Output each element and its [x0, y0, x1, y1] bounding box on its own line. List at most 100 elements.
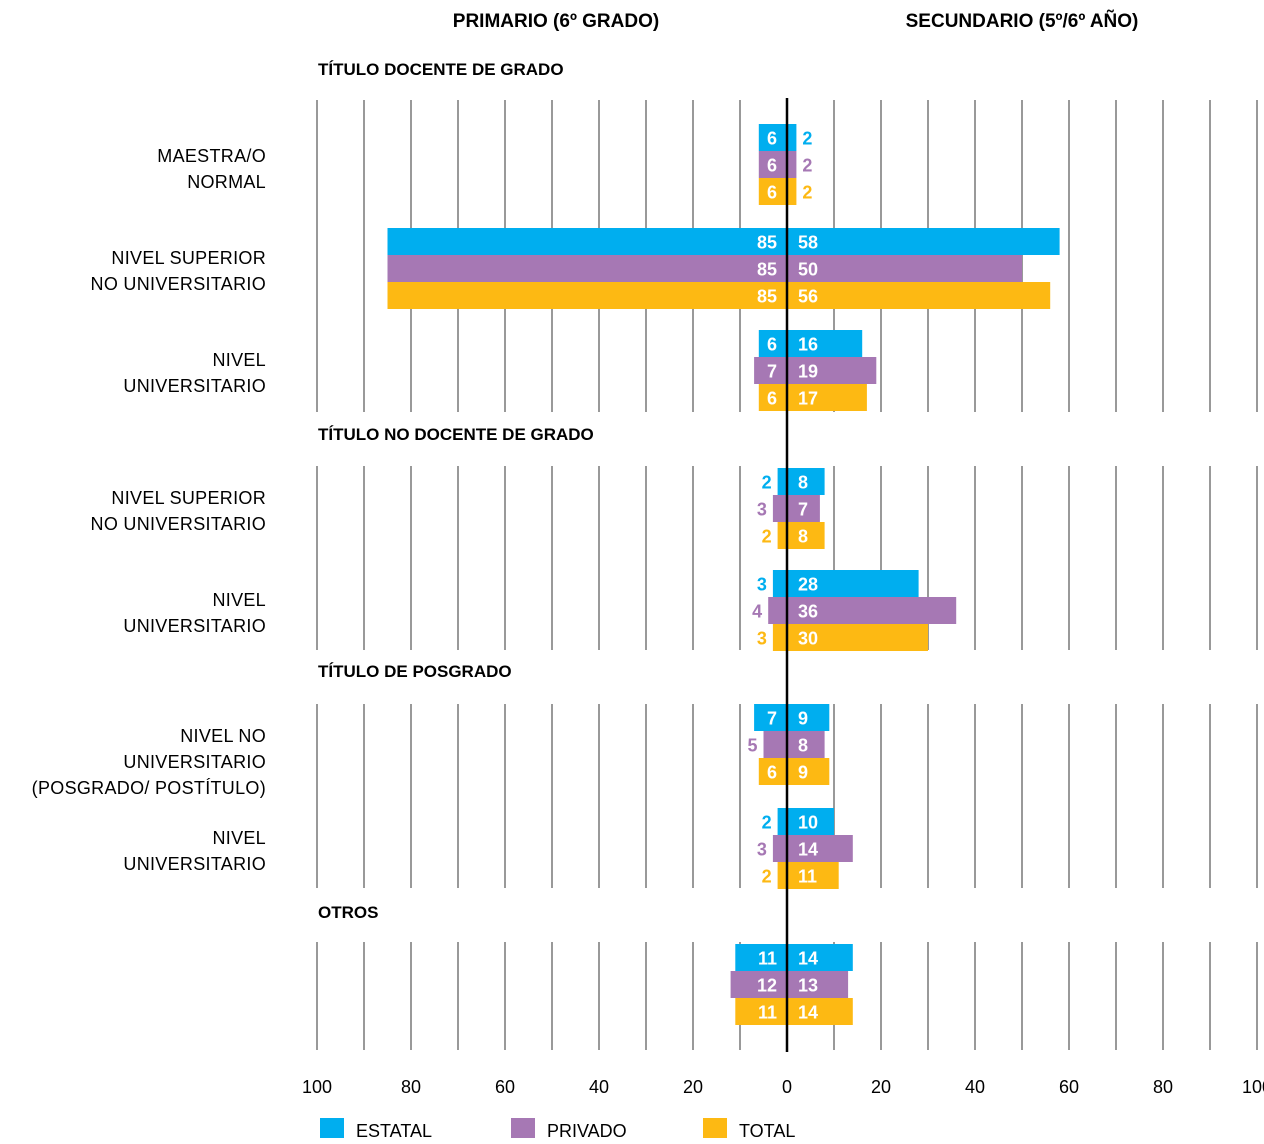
- value-label-primario: 2: [762, 473, 772, 493]
- value-label-secundario: 16: [798, 335, 818, 355]
- section-title: TÍTULO NO DOCENTE DE GRADO: [318, 425, 594, 444]
- row-label: UNIVERSITARIO: [123, 854, 266, 874]
- bar-secundario: [787, 255, 1022, 282]
- bar-primario: [772, 624, 787, 651]
- value-label-primario: 2: [762, 813, 772, 833]
- bar-primario: [777, 522, 787, 549]
- bar-secundario: [787, 704, 830, 731]
- value-label-primario: 5: [747, 736, 757, 756]
- bar-secundario: [787, 228, 1060, 255]
- value-label-secundario: 2: [802, 183, 812, 203]
- bar-secundario: [787, 835, 853, 862]
- row-label: NIVEL: [212, 828, 266, 848]
- bar-primario: [387, 255, 787, 282]
- bar-primario: [772, 570, 787, 597]
- value-label-secundario: 58: [798, 233, 818, 253]
- value-label-secundario: 19: [798, 362, 818, 382]
- value-label-secundario: 56: [798, 287, 818, 307]
- bar-primario: [758, 151, 787, 178]
- row-label: MAESTRA/O: [157, 146, 266, 166]
- value-label-primario: 6: [767, 763, 777, 783]
- value-label-primario: 3: [757, 629, 767, 649]
- row-label: UNIVERSITARIO: [123, 376, 266, 396]
- value-label-primario: 11: [758, 1003, 777, 1023]
- bar-secundario: [787, 731, 825, 758]
- bar-secundario: [787, 124, 797, 151]
- legend-label: TOTAL: [739, 1121, 795, 1141]
- bar-primario: [754, 357, 787, 384]
- value-label-secundario: 50: [798, 260, 818, 280]
- bar-secundario: [787, 862, 839, 889]
- row-label: UNIVERSITARIO: [123, 752, 266, 772]
- value-label-secundario: 14: [798, 840, 818, 860]
- bar-secundario: [787, 570, 919, 597]
- value-label-primario: 11: [758, 949, 777, 969]
- bar-secundario: [787, 624, 928, 651]
- bar-primario: [730, 971, 787, 998]
- value-label-secundario: 14: [798, 949, 818, 969]
- tick-label: 40: [589, 1077, 609, 1097]
- bar-secundario: [787, 330, 863, 357]
- value-label-secundario: 8: [798, 736, 808, 756]
- bar-secundario: [787, 178, 797, 205]
- bar-primario: [758, 384, 787, 411]
- bar-primario: [735, 998, 787, 1025]
- tick-label: 80: [401, 1077, 421, 1097]
- bar-secundario: [787, 971, 849, 998]
- tick-label: 40: [965, 1077, 985, 1097]
- bar-secundario: [787, 384, 867, 411]
- row-label: NIVEL: [212, 590, 266, 610]
- value-label-primario: 12: [757, 976, 777, 996]
- value-label-secundario: 8: [798, 527, 808, 547]
- bar-secundario: [787, 151, 797, 178]
- value-label-secundario: 14: [798, 1003, 818, 1023]
- bar-primario: [777, 862, 787, 889]
- bar-primario: [777, 468, 787, 495]
- value-label-primario: 4: [752, 602, 762, 622]
- legend-swatch: [511, 1118, 535, 1138]
- value-label-primario: 6: [767, 389, 777, 409]
- tick-label: 20: [683, 1077, 703, 1097]
- value-label-secundario: 30: [798, 629, 818, 649]
- bars: [387, 124, 1060, 1025]
- bar-secundario: [787, 998, 853, 1025]
- value-label-secundario: 8: [798, 473, 808, 493]
- value-label-primario: 6: [767, 129, 777, 149]
- value-label-primario: 3: [757, 575, 767, 595]
- value-label-primario: 7: [767, 709, 777, 729]
- row-label: NIVEL SUPERIOR: [111, 488, 266, 508]
- row-label: NORMAL: [187, 172, 266, 192]
- value-label-secundario: 11: [798, 867, 817, 887]
- legend-swatch: [320, 1118, 344, 1138]
- bar-primario: [735, 944, 787, 971]
- value-label-secundario: 2: [802, 129, 812, 149]
- row-label: NO UNIVERSITARIO: [91, 274, 266, 294]
- bar-primario: [772, 495, 787, 522]
- value-label-secundario: 9: [798, 709, 808, 729]
- bar-primario: [768, 597, 787, 624]
- labels: TÍTULO DOCENTE DE GRADO MAESTRA/O NORMAL 6 2…: [32, 60, 1264, 1141]
- left-title: PRIMARIO (6º GRADO): [453, 11, 659, 32]
- value-label-primario: 6: [767, 183, 777, 203]
- bar-secundario: [787, 597, 957, 624]
- bar-primario: [763, 731, 787, 758]
- value-label-secundario: 9: [798, 763, 808, 783]
- bar-secundario: [787, 282, 1051, 309]
- value-label-secundario: 28: [798, 575, 818, 595]
- row-label: NIVEL NO: [180, 726, 266, 746]
- value-label-primario: 85: [757, 260, 777, 280]
- legend-label: PRIVADO: [547, 1121, 627, 1141]
- section-title: OTROS: [318, 903, 378, 922]
- bar-primario: [387, 228, 787, 255]
- bar-primario: [772, 835, 787, 862]
- row-label: NIVEL SUPERIOR: [111, 248, 266, 268]
- tick-label: 100: [1242, 1077, 1264, 1097]
- bar-secundario: [787, 495, 820, 522]
- value-label-secundario: 10: [798, 813, 818, 833]
- value-label-secundario: 7: [798, 500, 808, 520]
- section-title: TÍTULO DE POSGRADO: [318, 662, 512, 681]
- value-label-secundario: 36: [798, 602, 818, 622]
- value-label-primario: 85: [757, 287, 777, 307]
- tick-label: 20: [871, 1077, 891, 1097]
